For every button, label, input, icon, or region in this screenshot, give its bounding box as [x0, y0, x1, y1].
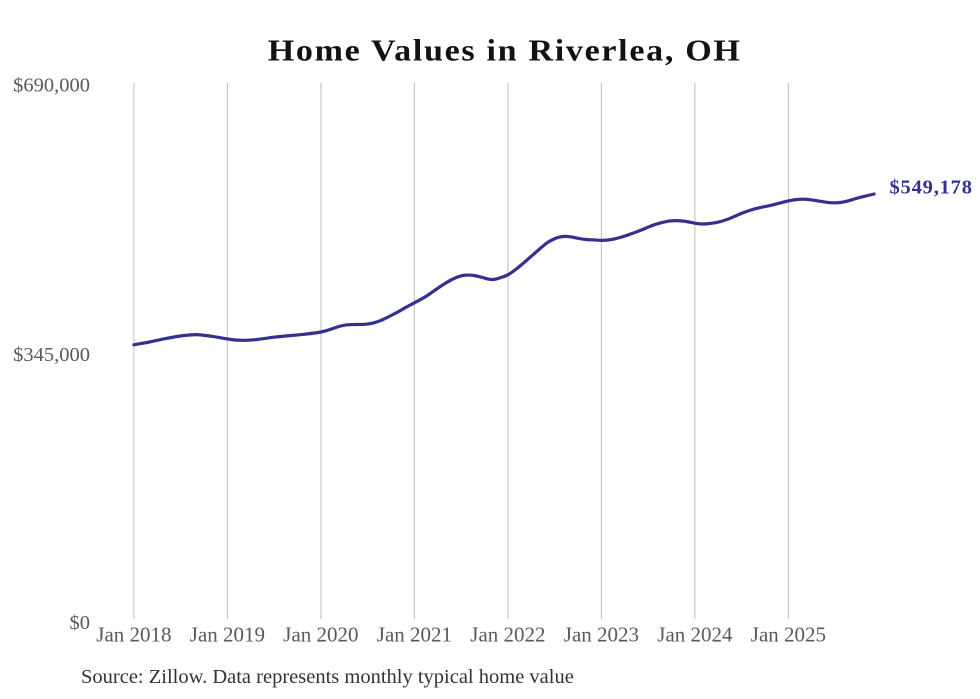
svg-text:Jan 2021: Jan 2021 [377, 622, 452, 646]
svg-text:$690,000: $690,000 [13, 75, 90, 97]
svg-text:Source: Zillow. Data represent: Source: Zillow. Data represents monthly … [81, 666, 574, 688]
svg-text:Home Values in Riverlea, OH: Home Values in Riverlea, OH [268, 33, 742, 67]
svg-text:Jan 2019: Jan 2019 [190, 622, 265, 646]
svg-text:Jan 2022: Jan 2022 [470, 622, 545, 646]
svg-text:Jan 2018: Jan 2018 [96, 622, 171, 646]
svg-text:Jan 2020: Jan 2020 [283, 622, 358, 646]
svg-text:$549,178: $549,178 [890, 177, 973, 199]
svg-text:$345,000: $345,000 [13, 344, 90, 366]
svg-text:Jan 2025: Jan 2025 [751, 622, 826, 646]
svg-text:Jan 2024: Jan 2024 [657, 622, 733, 646]
svg-text:Jan 2023: Jan 2023 [564, 622, 639, 646]
svg-text:$0: $0 [70, 612, 91, 634]
